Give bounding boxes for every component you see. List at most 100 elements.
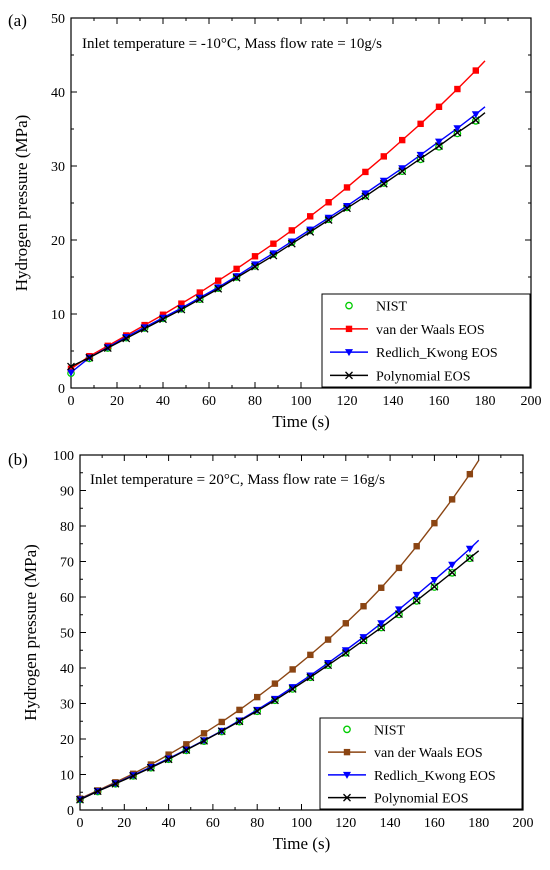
data-point: [377, 623, 386, 632]
data-point: [394, 606, 403, 614]
data-point: [85, 353, 94, 362]
data-point: [448, 496, 456, 503]
y-tick-label: 80: [60, 520, 74, 535]
legend: NIST van der Waals EOS Redlich_Kwong EOS Po…: [319, 717, 523, 810]
data-point: [129, 771, 138, 780]
x-tick-label: 140: [380, 816, 401, 831]
data-point: [359, 634, 368, 642]
chart-panel-a: (a) 0 20 40 60 80 100 120 140 160 180 200 0 10 20 30 40 5…: [8, 11, 542, 431]
annotation: Inlet temperature = 20°C, Mass flow rate…: [90, 472, 385, 488]
annotation: Inlet temperature = -10°C, Mass flow rat…: [82, 36, 382, 52]
y-tick-label: 30: [60, 698, 74, 713]
data-point: [343, 204, 351, 213]
series-line: [70, 112, 486, 368]
data-point: [251, 261, 259, 269]
data-point: [177, 305, 186, 314]
data-point: [399, 136, 406, 144]
x-tick-label: 100: [291, 816, 312, 831]
data-point: [214, 284, 223, 293]
data-point: [416, 154, 425, 163]
data-point: [465, 554, 474, 563]
data-point: [379, 179, 388, 188]
data-point: [67, 362, 75, 371]
data-point: [288, 227, 295, 234]
data-point: [217, 727, 226, 736]
x-tick-label: 140: [383, 394, 404, 409]
data-point: [341, 647, 350, 655]
data-point: [215, 277, 222, 284]
data-point: [270, 240, 277, 247]
data-point: [435, 103, 443, 110]
data-point: [379, 177, 388, 185]
data-point: [287, 239, 296, 248]
data-point: [111, 779, 120, 788]
data-point: [448, 569, 456, 577]
data-point: [361, 192, 370, 201]
x-tick-label: 20: [110, 394, 124, 409]
legend-label: van der Waals EOS: [374, 746, 483, 761]
legend-label: Redlich_Kwong EOS: [376, 346, 498, 361]
legend-label: van der Waals EOS: [376, 323, 485, 338]
data-point: [395, 564, 403, 572]
y-tick-label: 50: [51, 12, 65, 27]
data-point: [270, 696, 279, 705]
data-point: [362, 168, 369, 176]
data-point: [435, 138, 443, 146]
data-point: [430, 582, 439, 591]
legend-box: [319, 717, 523, 810]
data-point: [183, 741, 190, 748]
data-point: [67, 365, 75, 372]
data-point: [416, 151, 425, 159]
data-point: [360, 603, 367, 610]
data-point: [232, 273, 241, 282]
y-tick-label: 40: [51, 86, 65, 101]
data-point: [342, 620, 349, 627]
x-tick-label: 120: [335, 816, 356, 831]
legend-label: Redlich_Kwong EOS: [374, 769, 496, 784]
x-tick-label: 80: [250, 816, 264, 831]
data-point: [412, 591, 421, 599]
x-tick-label: 80: [248, 394, 262, 409]
data-point: [254, 693, 261, 701]
panel-label: (a): [8, 11, 27, 30]
y-tick-label: 60: [60, 591, 74, 606]
data-point: [269, 250, 278, 258]
series-polynomial-eos: [76, 550, 480, 804]
x-tick-label: 180: [475, 394, 496, 409]
data-point: [233, 265, 240, 273]
x-tick-label: 120: [337, 394, 358, 409]
legend-label: Polynomial EOS: [376, 369, 471, 384]
data-point: [413, 543, 420, 550]
y-tick-label: 20: [51, 234, 65, 249]
data-point: [361, 190, 370, 198]
data-point: [253, 706, 262, 715]
data-point: [200, 730, 208, 737]
y-tick-label: 50: [60, 627, 74, 642]
data-point: [395, 610, 403, 618]
data-point: [448, 568, 457, 577]
x-tick-label: 60: [202, 394, 216, 409]
y-tick-label: 0: [67, 804, 74, 819]
x-tick-label: 160: [424, 816, 445, 831]
legend-label: Polynomial EOS: [374, 792, 469, 807]
data-point: [122, 334, 131, 343]
data-point: [218, 718, 225, 726]
x-axis-title: Time (s): [273, 834, 330, 853]
y-tick-label: 10: [51, 308, 65, 323]
legend-marker: [345, 371, 353, 380]
x-tick-label: 160: [429, 394, 450, 409]
y-tick-label: 20: [60, 733, 74, 748]
data-point: [306, 672, 315, 680]
y-tick-label: 40: [60, 662, 74, 677]
data-point: [67, 369, 75, 377]
data-point: [472, 67, 479, 74]
x-tick-label: 40: [162, 816, 176, 831]
data-point: [200, 736, 208, 745]
legend-label: NIST: [376, 300, 408, 315]
x-tick-label: 200: [521, 394, 542, 409]
data-point: [325, 199, 332, 206]
data-point: [178, 300, 185, 307]
data-point: [103, 344, 112, 352]
data-point: [76, 795, 84, 804]
